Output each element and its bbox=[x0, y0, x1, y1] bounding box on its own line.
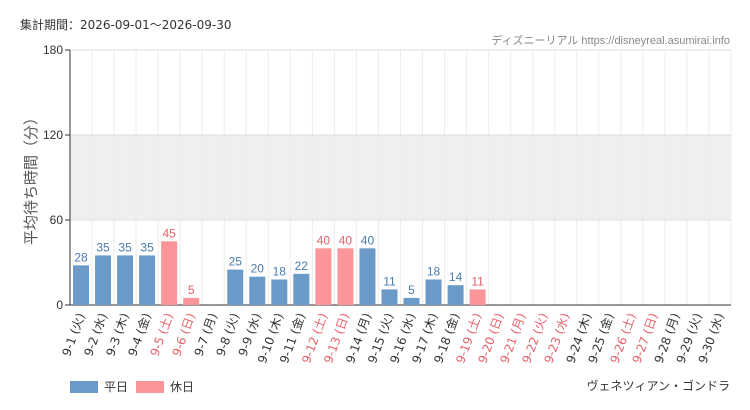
bar-weekday bbox=[95, 255, 112, 305]
bar-holiday bbox=[469, 289, 486, 305]
bar-value-label: 11 bbox=[471, 274, 484, 288]
bar-value-label: 40 bbox=[361, 233, 375, 247]
bar-value-label: 28 bbox=[74, 250, 88, 264]
y-tick-label: 0 bbox=[56, 298, 63, 312]
bar-value-label: 20 bbox=[251, 262, 265, 276]
bar-value-label: 35 bbox=[140, 240, 154, 254]
y-axis-title: 平均待ち時間（分） bbox=[22, 110, 40, 245]
bar-value-label: 5 bbox=[188, 283, 195, 297]
y-tick-label: 60 bbox=[50, 213, 64, 227]
bar-value-label: 18 bbox=[427, 265, 441, 279]
bar-value-label: 18 bbox=[273, 265, 287, 279]
period-label: 集計期間：2026-09-01～2026-09-30 bbox=[20, 18, 232, 32]
bar-weekday bbox=[359, 248, 376, 305]
bar-weekday bbox=[293, 273, 310, 305]
bar-value-label: 5 bbox=[408, 283, 415, 297]
legend-holiday-label: 休日 bbox=[170, 380, 195, 394]
bar-value-label: 14 bbox=[449, 270, 463, 284]
bar-holiday bbox=[315, 248, 332, 305]
bar-weekday bbox=[73, 265, 90, 305]
bar-weekday bbox=[139, 255, 156, 305]
bar-value-label: 25 bbox=[229, 255, 243, 269]
bar-weekday bbox=[425, 279, 442, 305]
bar-weekday bbox=[271, 279, 288, 305]
y-tick-label: 180 bbox=[43, 43, 63, 57]
legend-weekday-swatch bbox=[70, 380, 98, 393]
legend-weekday-label: 平日 bbox=[104, 380, 129, 394]
bar-value-label: 40 bbox=[317, 233, 331, 247]
bar-weekday bbox=[403, 297, 420, 305]
bar-holiday bbox=[161, 241, 178, 305]
bar-holiday bbox=[337, 248, 354, 305]
bar-value-label: 22 bbox=[295, 259, 309, 273]
y-tick-label: 120 bbox=[43, 128, 63, 142]
attraction-name: ヴェネツィアン・ゴンドラ bbox=[586, 379, 730, 393]
legend-weekday: 平日 bbox=[70, 378, 128, 395]
bar-value-label: 40 bbox=[339, 233, 353, 247]
bar-weekday bbox=[447, 285, 464, 305]
bar-weekday bbox=[249, 276, 266, 305]
source-label: ディズニーリアル https://disneyreal.asumirai.inf… bbox=[491, 35, 730, 47]
bar-value-label: 35 bbox=[96, 240, 110, 254]
bar-holiday bbox=[183, 297, 200, 305]
bar-weekday bbox=[117, 255, 134, 305]
bar-value-label: 11 bbox=[383, 274, 396, 288]
legend-holiday-swatch bbox=[136, 380, 164, 393]
bar-weekday bbox=[227, 269, 244, 305]
legend-holiday: 休日 bbox=[136, 378, 194, 395]
bar-weekday bbox=[381, 289, 398, 305]
bar-value-label: 35 bbox=[118, 240, 132, 254]
bar-value-label: 45 bbox=[162, 226, 176, 240]
